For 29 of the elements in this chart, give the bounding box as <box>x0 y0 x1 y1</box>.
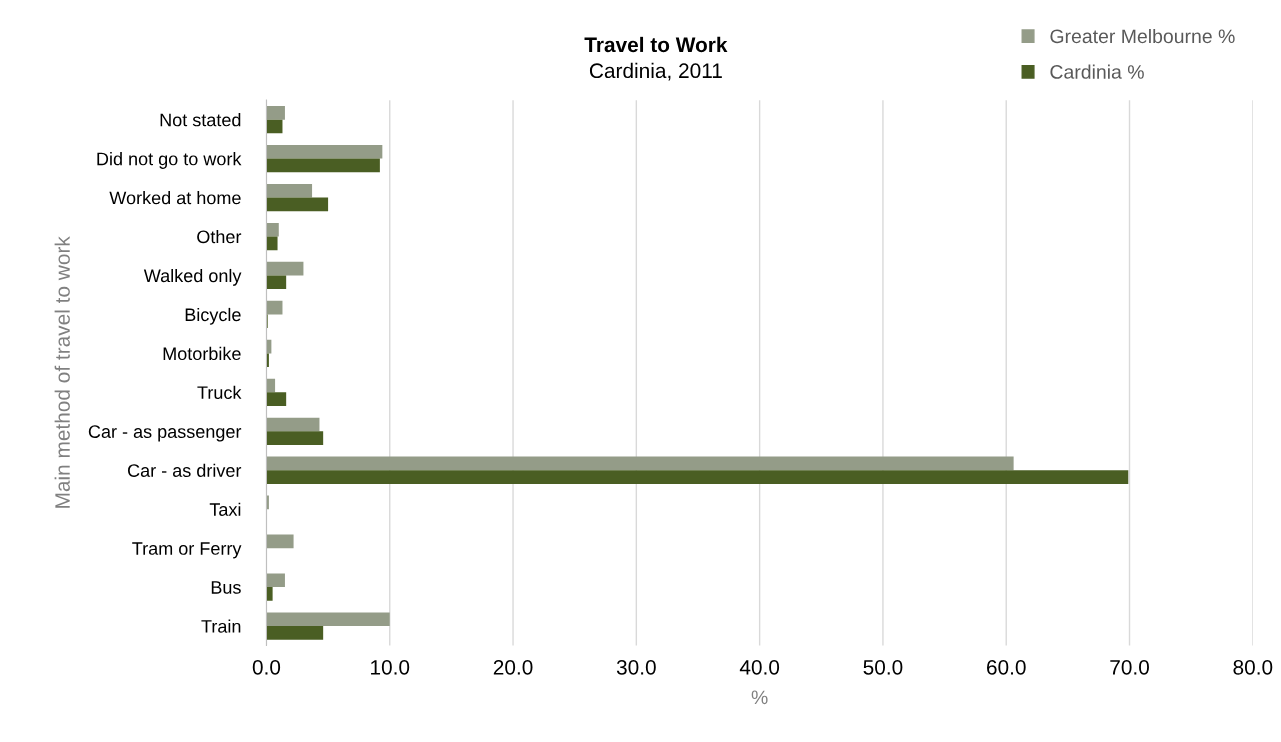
x-tick-label: 80.0 <box>1233 659 1273 675</box>
y-tick-label: Bus <box>211 581 241 594</box>
y-tick-label: Tram or Ferry <box>132 542 242 559</box>
chart-subtitle: Cardinia, 2011 <box>589 62 722 81</box>
y-tick-label: Bicycle <box>185 307 241 325</box>
legend-label: Greater Melbourne % <box>1050 28 1235 44</box>
x-tick-label: 70.0 <box>1110 659 1149 675</box>
y-tick-label: Other <box>197 229 242 244</box>
x-axis-title: % <box>751 690 768 705</box>
y-tick-label: Train <box>201 619 241 633</box>
chart-title: Travel to Work <box>584 36 728 53</box>
x-tick-label: 50.0 <box>863 659 903 675</box>
y-tick-label: Taxi <box>209 502 241 516</box>
y-tick-label: Did not go to work <box>97 152 242 169</box>
x-tick-label: 40.0 <box>739 659 780 675</box>
x-tick-label: 20.0 <box>493 659 533 675</box>
y-tick-label: Walked only <box>143 268 242 286</box>
y-tick-label: Motorbike <box>163 346 241 361</box>
y-tick-label: Car - as driver <box>128 463 242 477</box>
x-tick-label: 30.0 <box>616 659 656 675</box>
x-tick-label: 0.0 <box>252 659 281 675</box>
y-tick-label: Worked at home <box>109 191 241 205</box>
y-tick-label: Not stated <box>160 113 241 127</box>
x-tick-label: 60.0 <box>987 659 1026 675</box>
legend-label: Cardinia % <box>1050 64 1144 79</box>
x-tick-label: 10.0 <box>371 659 410 675</box>
y-tick-label: Car - as passenger <box>88 425 242 442</box>
y-tick-label: Truck <box>197 385 242 400</box>
y-axis-title: Main method of travel to work <box>54 236 70 508</box>
